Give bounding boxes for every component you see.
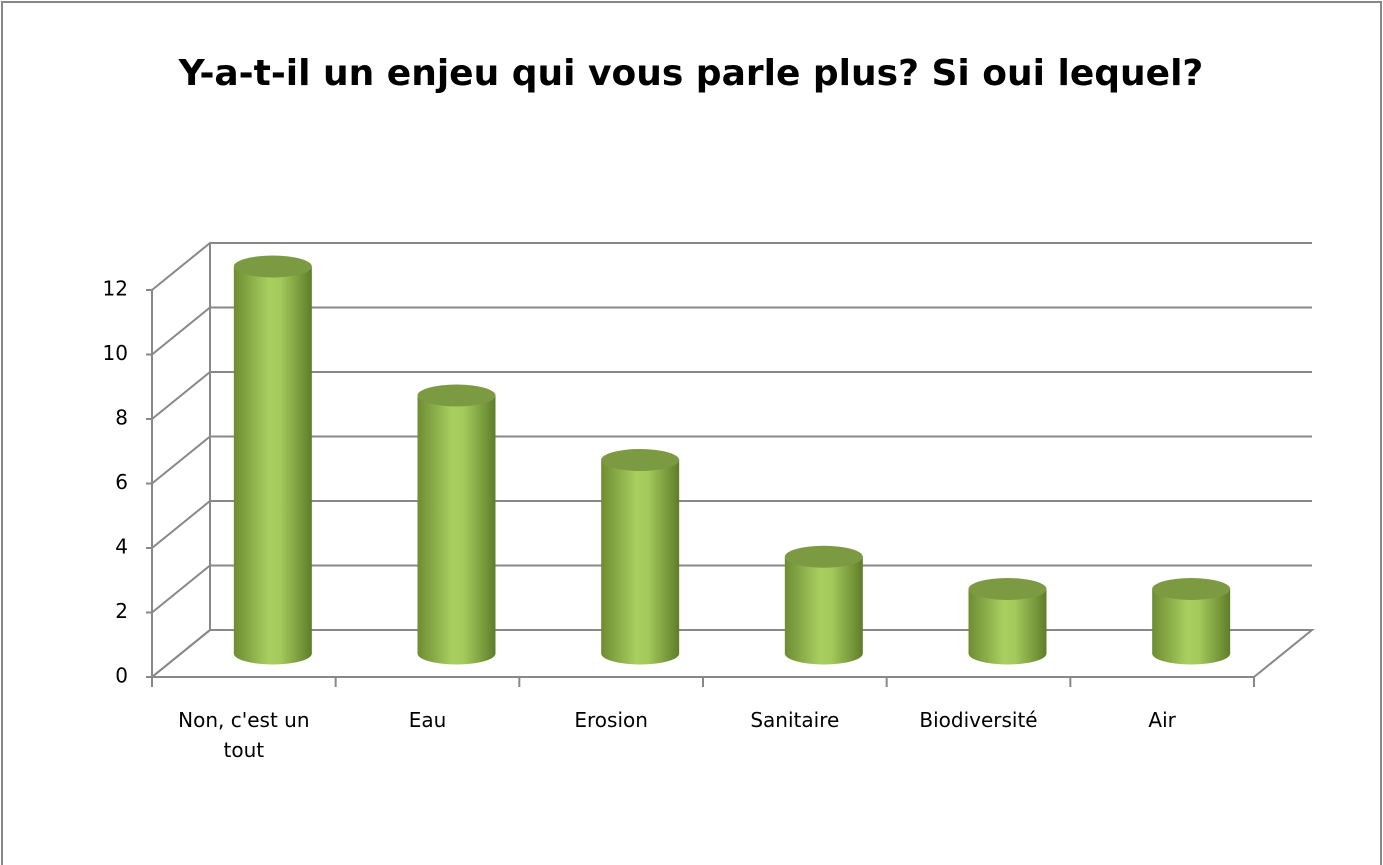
bar-top	[601, 449, 680, 471]
grid-line	[151, 242, 1312, 291]
bar-body	[1152, 589, 1231, 665]
x-tick-label: Eau	[408, 708, 447, 732]
x-tick-label: Non, c'est un tout	[178, 708, 310, 762]
y-tick-label: 4	[115, 535, 128, 559]
bar-body	[968, 589, 1047, 665]
y-tick-label: 2	[115, 599, 128, 623]
bar	[233, 255, 312, 665]
chart-title: Y-a-t-il un enjeu qui vous parle plus? S…	[178, 53, 1204, 94]
bar	[417, 384, 496, 665]
bar-body	[233, 266, 312, 665]
bar-body	[784, 556, 863, 665]
grid-line	[151, 435, 1312, 485]
grid-line	[151, 371, 1312, 420]
y-tick-label: 0	[115, 664, 128, 688]
bar	[784, 545, 863, 665]
bar-top	[233, 255, 312, 278]
bar	[1152, 578, 1231, 665]
bar	[968, 578, 1047, 665]
grid-line	[151, 564, 1312, 614]
y-tick-label: 8	[115, 406, 128, 430]
x-tick-label: Biodiversité	[919, 708, 1038, 732]
bar-top	[968, 578, 1047, 600]
bar-body	[601, 460, 680, 665]
x-tick-label: Sanitaire	[750, 708, 840, 732]
grid-line	[151, 629, 1312, 678]
bar-top	[417, 384, 496, 407]
y-tick-label: 12	[103, 277, 128, 301]
floor	[151, 629, 1315, 678]
y-tick-label: 6	[115, 470, 128, 494]
bar-top	[784, 545, 863, 568]
x-tick-label: Air	[1148, 708, 1176, 732]
grid-line	[151, 500, 1312, 549]
bar	[601, 449, 680, 665]
bar-body	[417, 395, 496, 665]
grid-line	[151, 306, 1312, 356]
y-tick-label: 10	[103, 341, 128, 365]
x-tick-label: Erosion	[574, 708, 648, 732]
bar-top	[1152, 578, 1231, 600]
